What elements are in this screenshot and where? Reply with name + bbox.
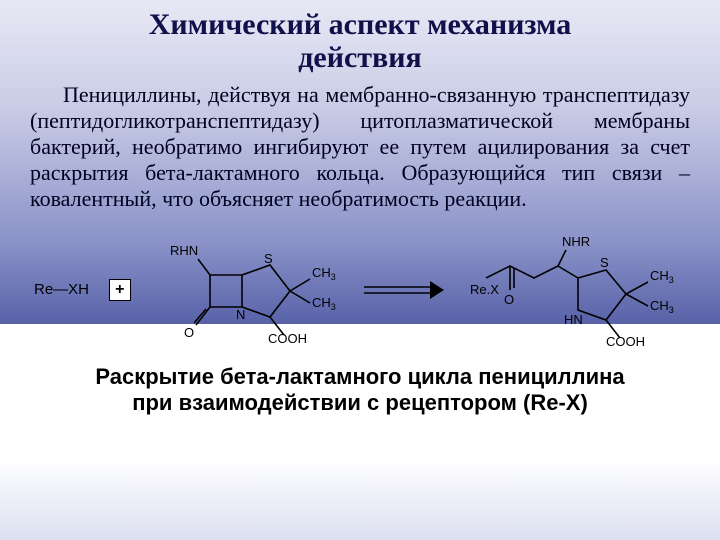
caption: Раскрытие бета-лактамного цикла пеницилл…: [30, 364, 690, 417]
label-ch3b2: CH3: [650, 298, 674, 315]
plus-box: +: [109, 279, 131, 301]
title-line-1: Химический аспект механизма: [149, 8, 572, 41]
label-nhr: NHR: [562, 234, 590, 249]
label-s2: S: [600, 255, 609, 270]
title-line-2: действия: [298, 41, 422, 74]
penicillin-structure: RHN S CH3 CH3 O N COOH: [150, 235, 340, 345]
caption-line-2: при взаимодействии с рецептором (Re-X): [132, 390, 588, 415]
label-o2: O: [504, 292, 514, 307]
product-structure: NHR Re.X S CH3 CH3 O HN COOH: [466, 230, 686, 350]
caption-line-1: Раскрытие бета-лактамного цикла пеницилл…: [95, 364, 624, 389]
label-n: N: [236, 307, 245, 322]
slide: Химический аспект механизма действия Пен…: [0, 0, 720, 540]
label-s: S: [264, 251, 273, 266]
label-cooh2: COOH: [606, 334, 645, 349]
label-ch3a: CH3: [312, 265, 336, 282]
label-ch3b: CH3: [312, 295, 336, 312]
label-ch3a2: CH3: [650, 268, 674, 285]
body-paragraph: Пенициллины, действуя на мембранно-связа…: [30, 82, 690, 212]
label-o: O: [184, 325, 194, 340]
label-rhn: RHN: [170, 243, 198, 258]
slide-title: Химический аспект механизма действия: [30, 8, 690, 74]
chemistry-row: Re—XH + RHN: [30, 230, 690, 350]
label-rex: Re.X: [470, 282, 499, 297]
label-hn: HN: [564, 312, 583, 327]
reaction-arrow: [360, 275, 446, 305]
label-cooh: COOH: [268, 331, 307, 345]
reagent-text: Re—XH: [34, 281, 89, 298]
